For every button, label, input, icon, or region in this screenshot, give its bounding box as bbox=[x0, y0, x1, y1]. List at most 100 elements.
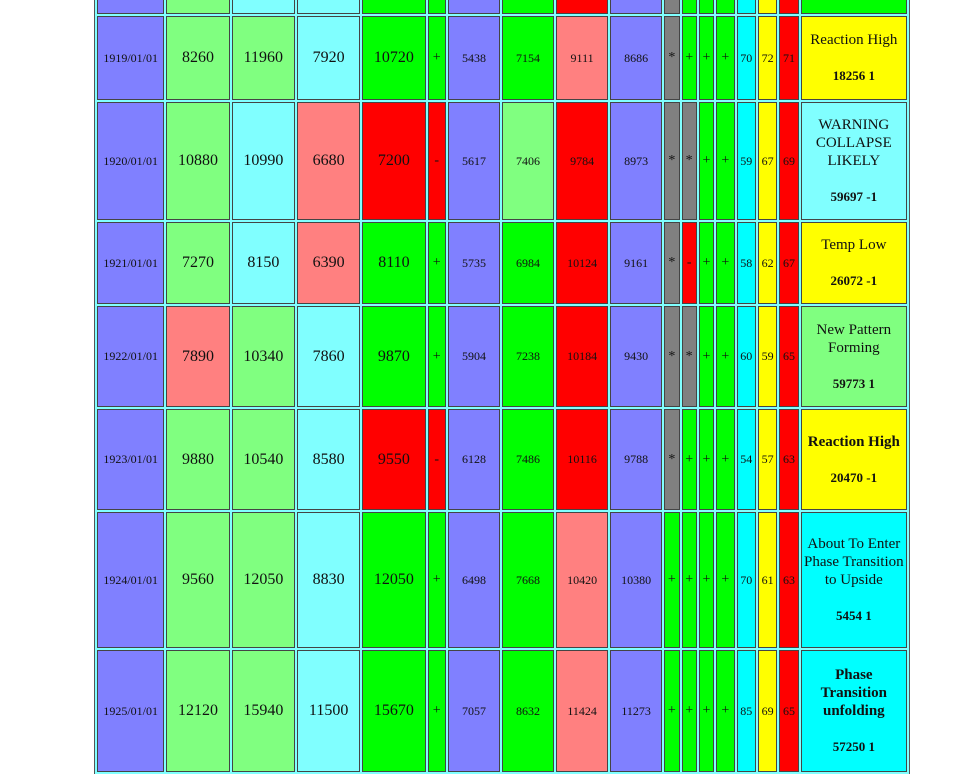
value-cell: 9784 bbox=[556, 102, 609, 220]
value-cell: 7860 bbox=[296, 306, 361, 407]
value-cell: 10880 bbox=[166, 102, 230, 220]
date-cell: 1919/01/01 bbox=[97, 16, 165, 100]
table-row bbox=[97, 0, 907, 14]
marker-cell: * bbox=[681, 102, 697, 220]
index-cell: 69 bbox=[757, 650, 778, 772]
marker-cell: + bbox=[716, 222, 735, 304]
value-cell: 11424 bbox=[556, 650, 609, 772]
sign-cell: + bbox=[427, 222, 446, 304]
marker-cell: + bbox=[698, 650, 715, 772]
index-cell: 65 bbox=[779, 650, 799, 772]
marker-cell: - bbox=[681, 222, 697, 304]
value-cell: 9550 bbox=[362, 409, 426, 510]
note-cell: Phase Transition unfolding 57250 1 bbox=[800, 650, 907, 772]
marker-cell: + bbox=[716, 102, 735, 220]
value-cell: 6390 bbox=[296, 222, 361, 304]
marker-cell: * bbox=[664, 222, 680, 304]
marker-cell: + bbox=[716, 409, 735, 510]
marker-cell: * bbox=[664, 16, 680, 100]
value-cell: 8632 bbox=[502, 650, 555, 772]
value-cell: 10990 bbox=[231, 102, 295, 220]
date-cell: 1921/01/01 bbox=[97, 222, 165, 304]
index-cell: 62 bbox=[757, 222, 778, 304]
note-text: About To Enter Phase Transition to Upsid… bbox=[804, 536, 904, 588]
table-row: 1919/01/01 8260 11960 7920 10720 + 5438 … bbox=[97, 16, 907, 100]
index-cell: 59 bbox=[736, 102, 756, 220]
date-cell: 1920/01/01 bbox=[97, 102, 165, 220]
note-text: Reaction High bbox=[807, 433, 900, 450]
value-cell: 7057 bbox=[447, 650, 500, 772]
marker-cell: + bbox=[716, 16, 735, 100]
note-cell: New Pattern Forming 59773 1 bbox=[800, 306, 907, 407]
marker-cell: + bbox=[698, 306, 715, 407]
value-cell: 10720 bbox=[362, 16, 426, 100]
index-cell: 63 bbox=[779, 409, 799, 510]
sign-cell: + bbox=[427, 16, 446, 100]
index-cell bbox=[779, 0, 799, 14]
value-cell: 7154 bbox=[502, 16, 555, 100]
marker-cell bbox=[681, 0, 697, 14]
value-cell: 10184 bbox=[556, 306, 609, 407]
marker-cell bbox=[698, 0, 715, 14]
index-cell: 58 bbox=[736, 222, 756, 304]
index-cell: 85 bbox=[736, 650, 756, 772]
table-row: 1920/01/01 10880 10990 6680 7200 - 5617 … bbox=[97, 102, 907, 220]
index-cell: 72 bbox=[757, 16, 778, 100]
value-cell: 8973 bbox=[610, 102, 663, 220]
value-cell: 5735 bbox=[447, 222, 500, 304]
value-cell bbox=[447, 0, 500, 14]
table-row: 1924/01/01 9560 12050 8830 12050 + 6498 … bbox=[97, 512, 907, 648]
marker-cell: + bbox=[698, 102, 715, 220]
value-cell: 8150 bbox=[231, 222, 295, 304]
value-cell: 9560 bbox=[166, 512, 230, 648]
value-cell: 10540 bbox=[231, 409, 295, 510]
value-cell: 5438 bbox=[447, 16, 500, 100]
index-cell: 69 bbox=[779, 102, 799, 220]
marker-cell: * bbox=[664, 102, 680, 220]
value-cell: 10340 bbox=[231, 306, 295, 407]
index-cell: 67 bbox=[757, 102, 778, 220]
note-cell: Reaction High 20470 -1 bbox=[800, 409, 907, 510]
sign-cell: + bbox=[427, 650, 446, 772]
value-cell: 5904 bbox=[447, 306, 500, 407]
value-cell: 6498 bbox=[447, 512, 500, 648]
value-cell: 8260 bbox=[166, 16, 230, 100]
marker-cell: + bbox=[716, 512, 735, 648]
data-table-container: 1919/01/01 8260 11960 7920 10720 + 5438 … bbox=[94, 0, 910, 774]
marker-cell: + bbox=[681, 512, 697, 648]
note-cell: Reaction High 18256 1 bbox=[800, 16, 907, 100]
marker-cell: + bbox=[698, 409, 715, 510]
marker-cell: + bbox=[698, 222, 715, 304]
sign-cell: + bbox=[427, 512, 446, 648]
value-cell: 6680 bbox=[296, 102, 361, 220]
index-cell: 70 bbox=[736, 16, 756, 100]
forecast-table: 1919/01/01 8260 11960 7920 10720 + 5438 … bbox=[95, 0, 909, 774]
value-cell: 11960 bbox=[231, 16, 295, 100]
marker-cell: + bbox=[681, 16, 697, 100]
date-cell: 1925/01/01 bbox=[97, 650, 165, 772]
table-row: 1925/01/01 12120 15940 11500 15670 + 705… bbox=[97, 650, 907, 772]
value-cell bbox=[362, 0, 426, 14]
value-cell: 9880 bbox=[166, 409, 230, 510]
value-cell: 8830 bbox=[296, 512, 361, 648]
marker-cell: * bbox=[681, 306, 697, 407]
index-cell: 59 bbox=[757, 306, 778, 407]
note-number: 59773 1 bbox=[832, 375, 875, 391]
marker-cell: * bbox=[664, 409, 680, 510]
marker-cell: + bbox=[664, 650, 680, 772]
value-cell: 6984 bbox=[502, 222, 555, 304]
note-text: Phase Transition unfolding bbox=[820, 667, 888, 719]
value-cell: 10116 bbox=[556, 409, 609, 510]
value-cell: 7890 bbox=[166, 306, 230, 407]
date-cell bbox=[97, 0, 165, 14]
index-cell: 63 bbox=[779, 512, 799, 648]
date-cell: 1922/01/01 bbox=[97, 306, 165, 407]
value-cell bbox=[610, 0, 663, 14]
value-cell: 8686 bbox=[610, 16, 663, 100]
marker-cell: + bbox=[716, 650, 735, 772]
value-cell: 11500 bbox=[296, 650, 361, 772]
value-cell: 15670 bbox=[362, 650, 426, 772]
value-cell: 10124 bbox=[556, 222, 609, 304]
value-cell: 11273 bbox=[610, 650, 663, 772]
value-cell: 9788 bbox=[610, 409, 663, 510]
